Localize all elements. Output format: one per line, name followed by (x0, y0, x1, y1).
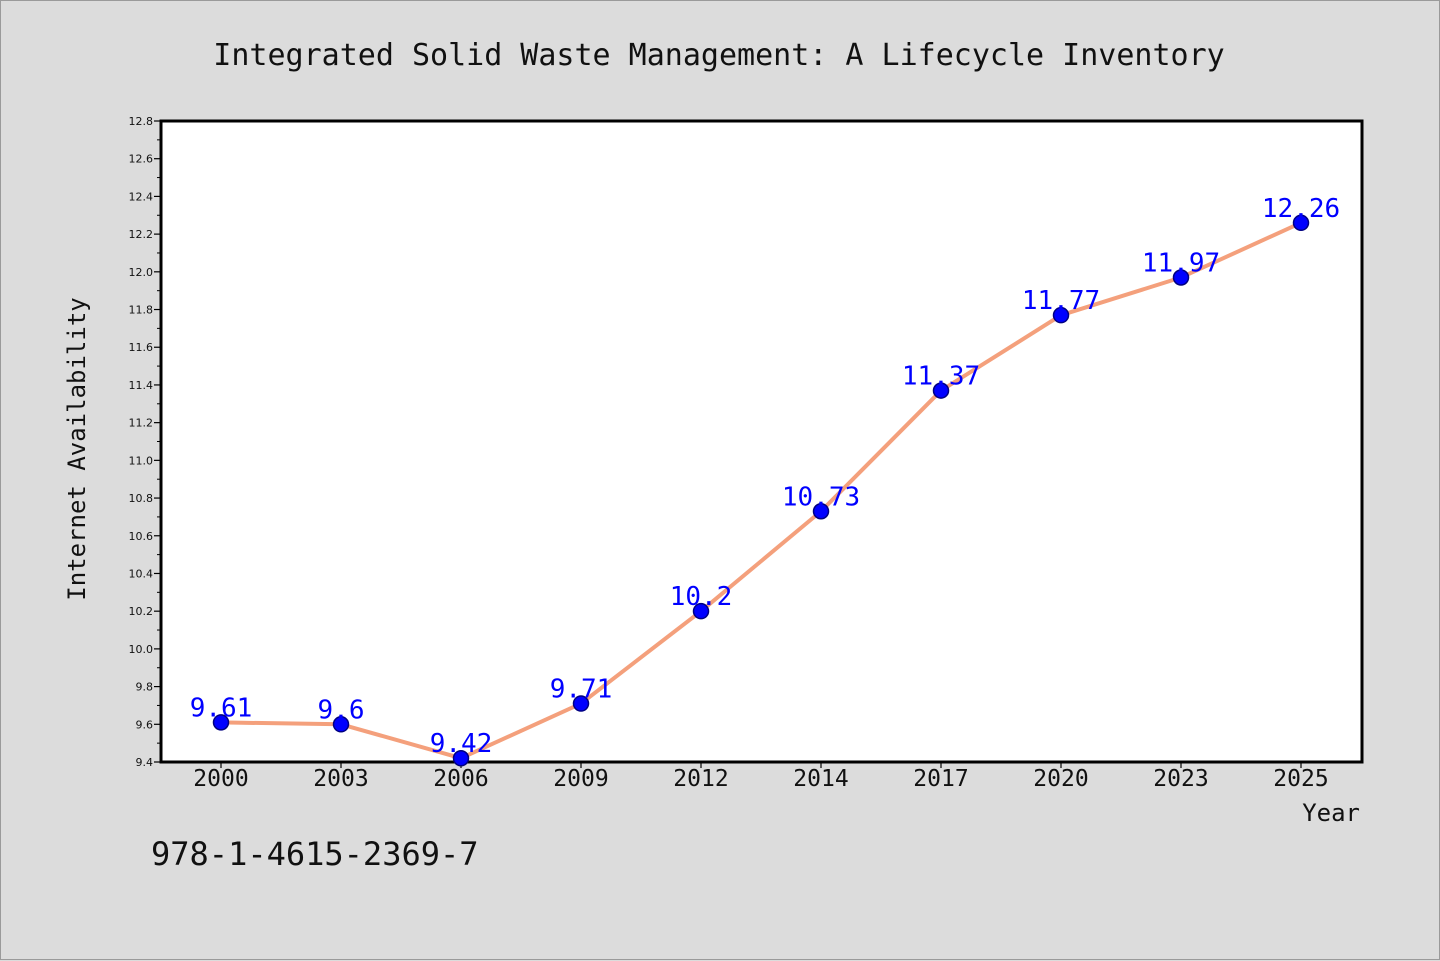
data-point (572, 695, 590, 712)
data-point (932, 382, 950, 399)
series-layer: 9.61 9.6 9.42 9.71 10.2 10.73 11.37 11.77 11.97 1… (190, 194, 1340, 767)
x-tick-label: 2025 (1273, 766, 1328, 792)
x-tick-label: 2020 (1033, 766, 1088, 792)
data-point (692, 602, 710, 620)
chart-title: Integrated Solid Waste Management: A Lif… (213, 38, 1224, 73)
data-label: 11.37 (902, 362, 980, 392)
y-tick-label: 11.0 (129, 454, 154, 467)
y-tick-label: 10.4 (129, 567, 154, 580)
y-tick-label: 9.8 (136, 681, 154, 694)
y-tick-label: 11.6 (129, 341, 154, 354)
data-label: 10.2 (670, 582, 733, 612)
data-label: 9.42 (430, 729, 493, 759)
x-tick-label: 2000 (193, 766, 248, 792)
data-label: 9.61 (190, 693, 253, 723)
x-tick-label: 2014 (793, 766, 848, 792)
x-tick-label: 2006 (433, 766, 488, 792)
data-point (812, 503, 830, 520)
y-tick-label: 12.4 (129, 190, 154, 203)
data-label: 11.97 (1142, 248, 1220, 278)
data-point (332, 716, 350, 733)
data-label: 11.77 (1022, 286, 1100, 316)
data-label: 12.26 (1262, 194, 1340, 224)
x-axis-label: Year (1302, 799, 1360, 827)
x-tick-label: 2003 (313, 766, 368, 792)
y-tick-label: 11.8 (129, 304, 154, 317)
data-label: 9.71 (550, 675, 613, 705)
data-point (1292, 214, 1310, 232)
data-label: 10.73 (782, 482, 860, 512)
data-point (452, 749, 470, 767)
y-tick-label: 10.8 (129, 492, 154, 505)
y-tick-label: 10.0 (129, 643, 154, 656)
y-tick-label: 9.4 (136, 756, 154, 769)
isbn-label: 978-1-4615-2369-7 (151, 835, 479, 873)
y-tick-label: 11.2 (129, 417, 154, 430)
y-axis-label: Internet Availability (63, 297, 91, 600)
data-label: 9.6 (318, 695, 365, 725)
y-axis: 9.4 9.6 9.8 10.0 10.2 10.4 10.6 10.8 11.0 11.2 11.… (129, 115, 161, 769)
x-tick-label: 2023 (1153, 766, 1208, 792)
data-point (1172, 269, 1190, 286)
y-tick-label: 12.2 (129, 228, 154, 241)
x-axis: 2000 2003 2006 2009 2012 2014 2017 2020 2023 2025 (193, 762, 1329, 792)
y-tick-label: 12.8 (129, 115, 154, 128)
x-tick-label: 2017 (913, 766, 968, 792)
y-tick-label: 12.6 (129, 153, 154, 166)
data-point (1052, 306, 1070, 324)
plot-area (159, 119, 1364, 764)
y-tick-label: 9.6 (136, 718, 154, 731)
y-tick-label: 12.0 (129, 266, 154, 279)
y-tick-label: 10.6 (129, 530, 154, 543)
y-tick-label: 11.4 (129, 379, 154, 392)
data-point (212, 714, 230, 731)
series-line (219, 220, 1303, 761)
x-tick-label: 2009 (553, 766, 608, 792)
y-tick-label: 10.2 (129, 605, 154, 618)
x-tick-label: 2012 (673, 766, 728, 792)
